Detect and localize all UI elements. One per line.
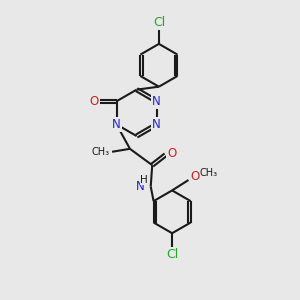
Text: Cl: Cl: [153, 16, 165, 29]
Text: CH₃: CH₃: [92, 147, 110, 157]
Text: H: H: [140, 175, 148, 185]
Text: N: N: [152, 118, 161, 131]
Text: N: N: [112, 118, 121, 131]
Text: O: O: [90, 95, 99, 108]
Text: N: N: [135, 180, 144, 193]
Text: N: N: [152, 95, 161, 108]
Text: Cl: Cl: [166, 248, 178, 261]
Text: CH₃: CH₃: [200, 169, 218, 178]
Text: O: O: [190, 170, 200, 183]
Text: O: O: [167, 147, 176, 160]
